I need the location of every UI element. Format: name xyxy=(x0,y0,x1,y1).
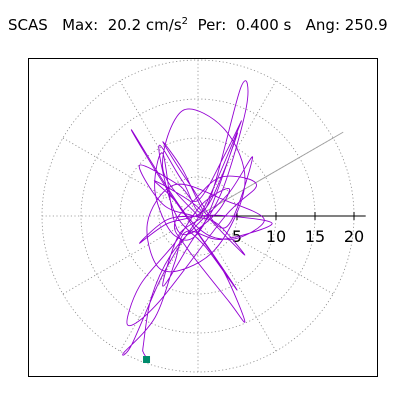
station-code: SCAS xyxy=(8,16,48,34)
max-unit-exponent: 2 xyxy=(181,16,189,27)
motion-trace xyxy=(122,80,273,359)
grid-spoke xyxy=(197,215,277,352)
period-value: 0.400 s xyxy=(235,16,292,34)
angle-value: 250.9 xyxy=(344,16,388,34)
grid-spoke xyxy=(62,215,199,295)
max-unit: cm/s xyxy=(145,16,182,34)
acceleration-trace xyxy=(122,80,273,359)
grid-spoke xyxy=(197,215,334,295)
end-marker xyxy=(143,356,151,364)
plot-frame xyxy=(28,58,378,377)
radial-tick-label: 15 xyxy=(305,227,325,246)
period-label: Per: xyxy=(197,16,227,34)
grid-spoke xyxy=(119,215,199,352)
radial-tick-label: 10 xyxy=(266,227,286,246)
radial-tick-label: 20 xyxy=(344,227,364,246)
chart-title: SCAS Max: 20.2 cm/s2 Per: 0.400 s Ang: 2… xyxy=(8,16,388,34)
max-direction-ray xyxy=(197,131,344,217)
grid-spoke xyxy=(119,80,199,217)
max-label: Max: xyxy=(62,16,99,34)
max-value: 20.2 xyxy=(107,16,142,34)
grid-spoke xyxy=(62,137,199,217)
end-marker-group xyxy=(143,356,151,364)
angle-label: Ang: xyxy=(305,16,340,34)
polar-plot: 5 10 15 20 xyxy=(28,58,378,377)
